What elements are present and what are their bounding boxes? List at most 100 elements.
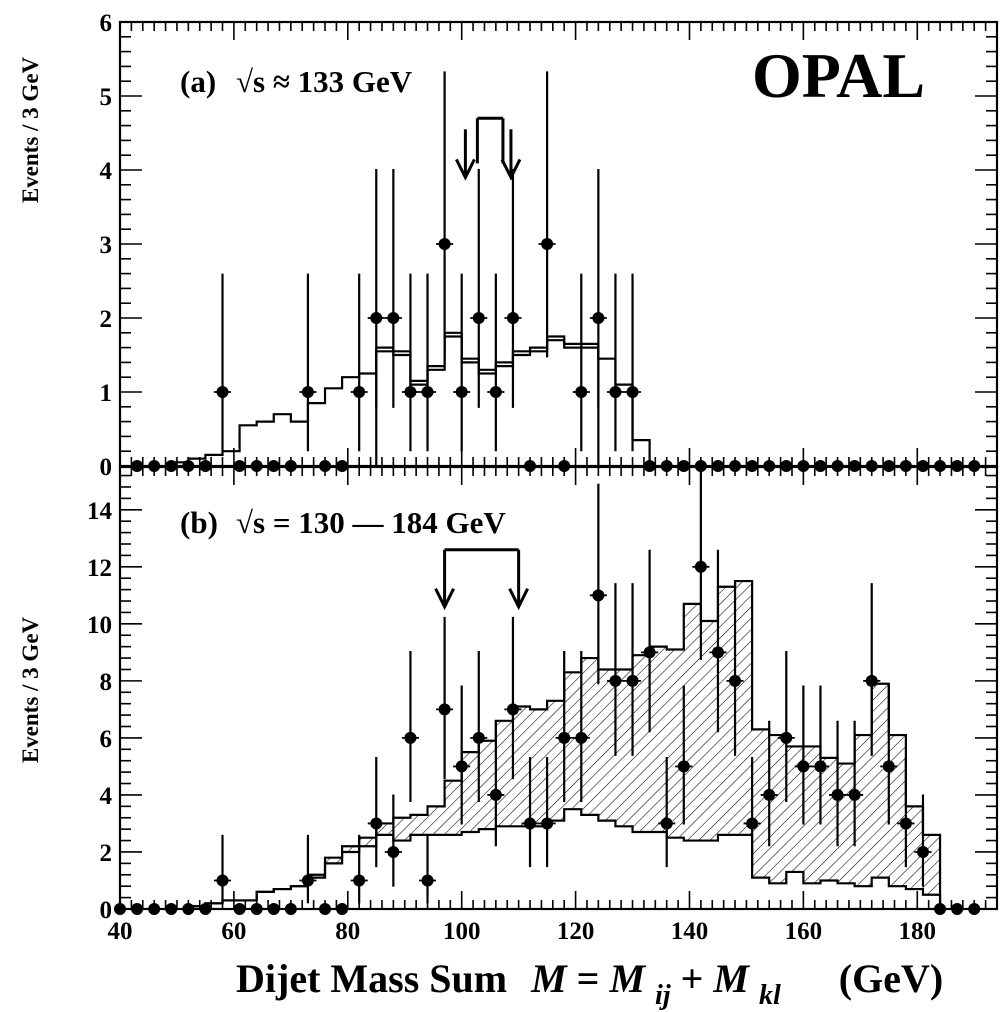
data-marker [575,731,588,744]
data-marker [438,703,451,716]
data-point [470,168,488,408]
data-marker [592,589,605,602]
data-marker [404,731,417,744]
panel-a-mass-window-arrows [455,116,522,181]
data-marker [729,674,742,687]
panel-b-label: (b) [180,505,218,540]
x-tick-label: 140 [671,918,709,945]
x-axis-title-m1: M [608,956,646,1001]
y-tick-label: 8 [100,669,113,696]
data-point [572,273,590,452]
data-marker [575,386,588,398]
x-tick-label: 160 [785,918,823,945]
x-axis-title-text: Dijet Mass Sum [236,956,507,1001]
y-tick-label: 6 [100,10,113,37]
data-point [504,168,522,408]
data-point [829,720,847,847]
data-point [299,273,317,452]
data-point [863,583,881,756]
data-point [658,756,676,868]
data-marker [455,386,468,398]
data-point [623,273,642,452]
data-point [453,685,471,825]
data-point [504,616,522,780]
data-marker [421,386,434,398]
data-point [401,650,419,803]
data-point [487,720,505,847]
plot-frame [118,465,999,911]
data-marker [455,760,468,773]
y-tick-label: 3 [100,232,113,259]
data-point [470,650,488,803]
data-marker [472,312,485,324]
window-bracket [443,548,521,603]
data-point [367,168,385,408]
data-point [726,583,744,756]
window-bracket [475,116,505,164]
data-point [589,168,607,408]
data-marker [438,238,451,250]
data-point [384,168,402,408]
data-point [436,616,454,780]
y-tick-label: 2 [100,840,113,867]
arrow-head [434,588,455,611]
panel-a-data-points [131,71,981,472]
panel-b-axes: 0 2 4 6 8 10 12 14 40 60 80 100 120 140 160 180 [87,465,999,945]
data-point [589,483,607,685]
data-marker [831,788,844,801]
data-marker [660,817,673,830]
data-marker [387,845,400,858]
x-axis-title-m2: M [712,956,750,1001]
y-tick-label: 2 [100,306,113,333]
data-point [692,467,710,660]
data-marker [609,674,622,687]
data-marker [387,312,400,324]
x-tick-label: 180 [899,918,937,945]
y-tick-label: 12 [87,555,112,582]
x-axis-title-plus: + [681,956,704,1001]
data-marker [848,788,861,801]
data-point [213,834,232,904]
data-marker [541,817,554,830]
data-marker [882,760,895,773]
data-marker [677,760,690,773]
data-marker [421,874,434,887]
data-marker [506,703,519,716]
data-point [623,583,642,756]
data-point [384,794,402,887]
data-marker [609,386,622,398]
data-point [521,756,539,868]
data-point [418,273,437,452]
data-point [401,273,419,452]
data-marker [797,760,810,773]
data-marker [353,386,366,398]
data-marker [216,386,229,398]
x-tick-label: 80 [335,918,360,945]
panel-b-data-points [114,467,981,915]
y-tick-label: 0 [100,897,113,924]
data-point [299,834,317,904]
y-tick-label: 14 [87,498,113,525]
data-marker [404,386,417,398]
panel-a-axes: 0 1 2 3 4 5 6 [100,10,999,481]
x-axis-title: Dijet Mass Sum M = M ij + M kl (GeV) [236,956,943,1012]
data-point [436,71,454,358]
data-marker [506,312,519,324]
data-point [914,794,932,887]
data-marker [780,731,793,744]
data-marker [763,788,776,801]
data-point [367,756,385,868]
data-point [641,549,659,733]
data-point [453,273,471,452]
panel-b-y-axis-label: Events / 3 GeV [18,616,43,763]
data-point [350,834,368,904]
data-point [897,756,915,868]
data-point [709,549,727,733]
data-point [572,650,590,803]
y-tick-label: 6 [100,726,113,753]
data-marker [916,845,929,858]
x-tick-label: 100 [443,918,481,945]
data-point [777,650,795,803]
x-axis-title-eq: = [577,956,600,1001]
data-marker [370,312,383,324]
